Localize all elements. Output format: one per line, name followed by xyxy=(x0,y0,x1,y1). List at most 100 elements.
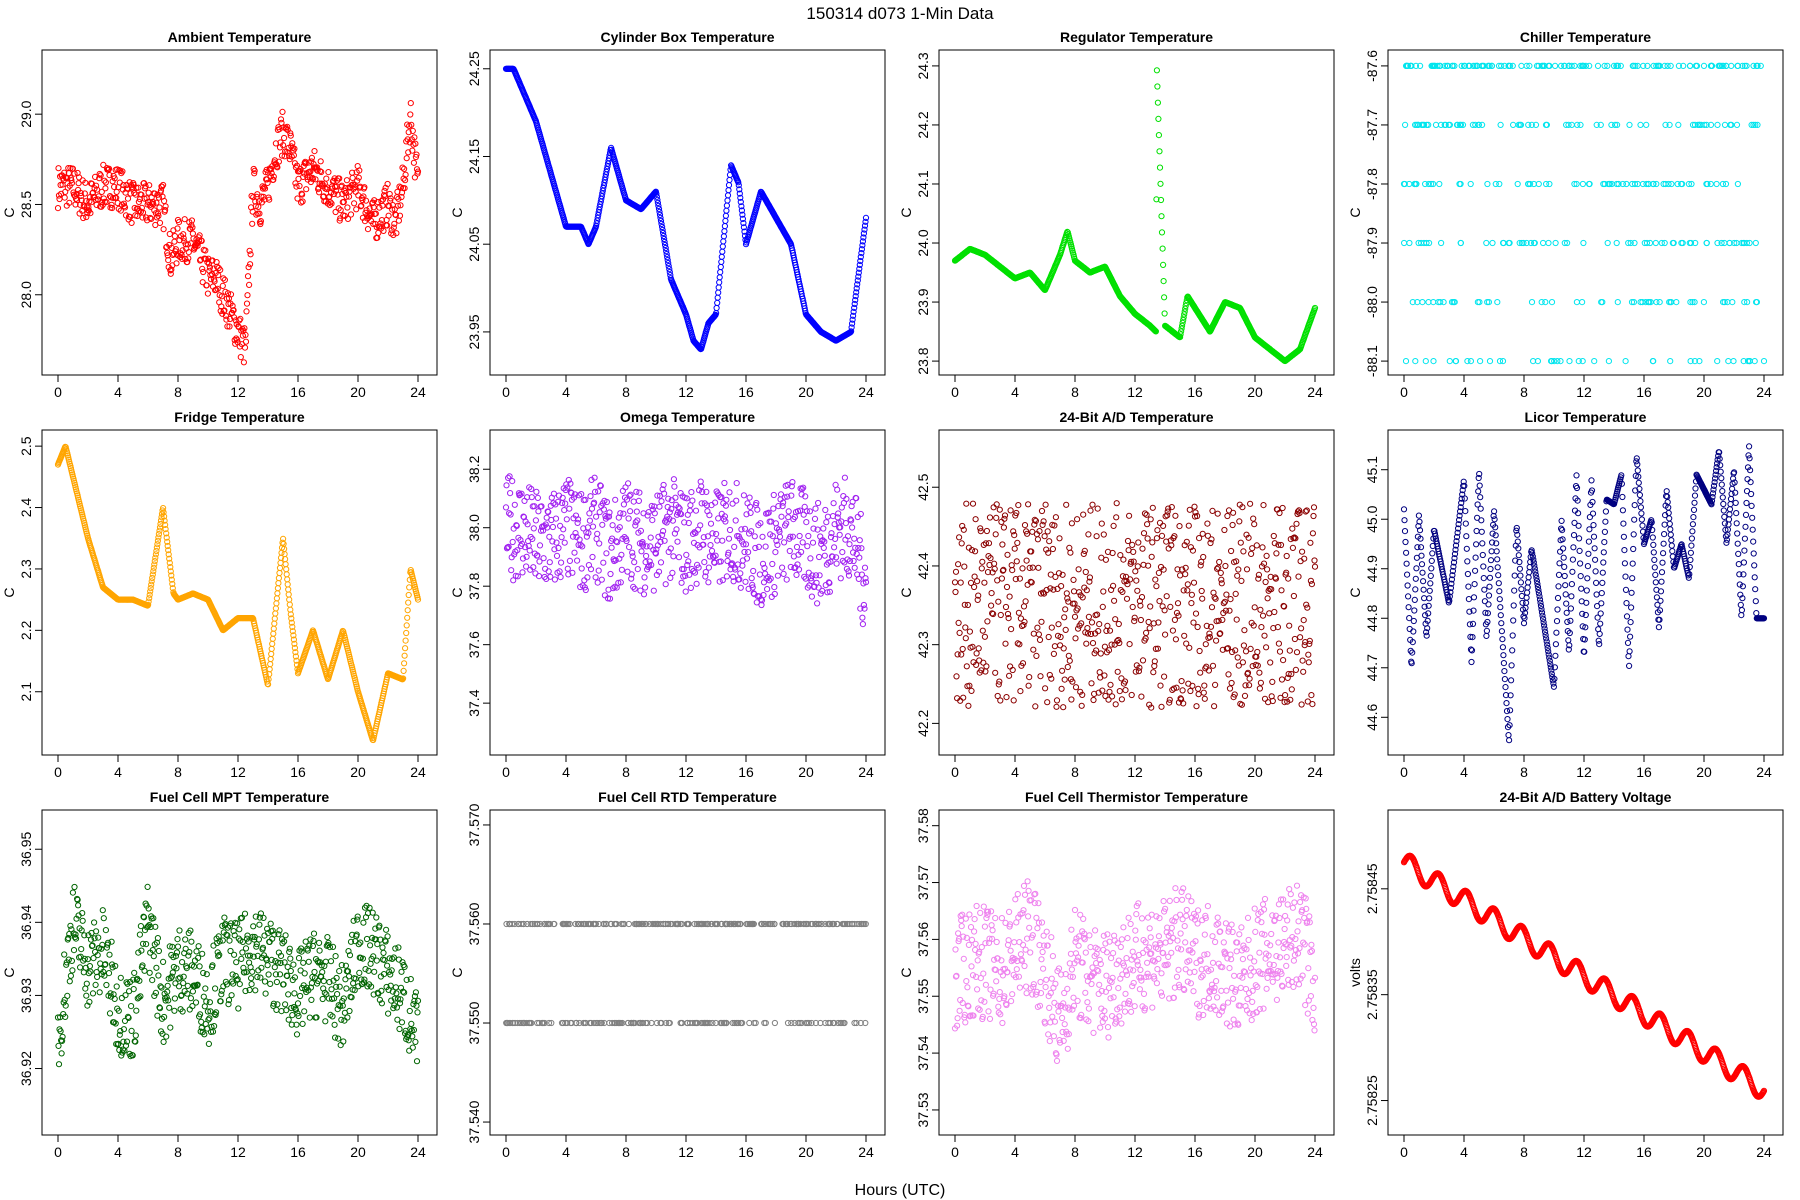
x-tick-label: 16 xyxy=(290,384,306,400)
data-point xyxy=(1566,358,1573,365)
data-point xyxy=(675,554,683,561)
data-point xyxy=(230,307,237,314)
data-point xyxy=(1007,507,1014,514)
data-point xyxy=(670,553,677,560)
data-point xyxy=(1030,630,1037,637)
x-tick-label: 16 xyxy=(290,764,306,780)
data-point xyxy=(1238,701,1246,708)
data-point xyxy=(558,559,565,566)
data-point xyxy=(1126,641,1133,648)
data-point xyxy=(752,544,759,552)
data-point xyxy=(397,202,404,209)
data-point xyxy=(1089,501,1096,508)
data-point xyxy=(850,308,857,315)
data-point xyxy=(1192,610,1200,617)
data-point xyxy=(384,222,391,229)
panel-frame xyxy=(41,49,438,376)
data-point xyxy=(133,184,140,191)
data-point xyxy=(997,697,1004,704)
data-point xyxy=(656,503,663,510)
data-point xyxy=(308,154,315,161)
data-point xyxy=(280,535,287,543)
data-point xyxy=(194,242,201,249)
data-point xyxy=(400,667,407,675)
data-point xyxy=(1009,567,1016,574)
data-point xyxy=(663,251,670,258)
data-point xyxy=(1133,577,1140,584)
data-point xyxy=(1200,553,1207,561)
data-point xyxy=(189,230,196,237)
data-point xyxy=(862,218,869,225)
data-point xyxy=(354,177,361,184)
data-point xyxy=(1295,573,1302,580)
data-point xyxy=(272,605,279,612)
x-tick-label: 8 xyxy=(174,384,182,400)
data-point xyxy=(713,530,720,538)
data-point xyxy=(823,519,830,526)
data-point xyxy=(596,540,603,547)
data-point xyxy=(1542,299,1549,306)
data-point xyxy=(1139,657,1147,664)
data-point xyxy=(986,514,994,521)
x-tick-label: 0 xyxy=(502,384,510,400)
data-point xyxy=(851,535,858,542)
data-point xyxy=(636,489,643,496)
data-point xyxy=(54,205,62,212)
panel-frame xyxy=(1387,49,1784,376)
data-point xyxy=(285,586,292,593)
data-point xyxy=(1494,299,1501,306)
data-point xyxy=(1147,603,1154,610)
data-point xyxy=(1178,678,1185,685)
data-point xyxy=(1068,520,1076,527)
y-tick-label: 44.9 xyxy=(1364,555,1380,582)
data-point xyxy=(856,554,863,561)
data-point xyxy=(1062,606,1069,613)
data-point xyxy=(1411,596,1418,604)
y-tick-label: 28.0 xyxy=(18,281,34,308)
data-point xyxy=(261,185,269,192)
data-point xyxy=(697,522,704,529)
data-point xyxy=(503,482,510,489)
data-point xyxy=(77,189,84,197)
data-point xyxy=(811,515,819,523)
y-tick-label: 24.2 xyxy=(915,111,931,138)
data-point xyxy=(858,250,865,257)
data-point xyxy=(1199,595,1206,602)
x-tick-label: 0 xyxy=(1400,384,1408,400)
data-point xyxy=(1033,652,1040,660)
data-point xyxy=(1160,261,1167,268)
panel-frame xyxy=(489,429,886,756)
data-point xyxy=(1261,632,1268,639)
data-point xyxy=(1217,569,1224,577)
x-tick-label: 24 xyxy=(858,384,874,400)
data-point xyxy=(1022,598,1029,605)
data-point xyxy=(1760,358,1768,365)
data-point xyxy=(204,290,211,297)
data-point xyxy=(344,215,352,222)
data-point xyxy=(1089,640,1097,647)
data-point xyxy=(542,565,549,572)
data-point xyxy=(1002,640,1009,647)
data-point xyxy=(687,584,695,592)
data-point xyxy=(533,488,540,495)
data-point xyxy=(1025,501,1032,508)
data-point xyxy=(1003,694,1010,701)
data-point xyxy=(1430,358,1437,365)
data-point xyxy=(284,123,291,130)
data-point xyxy=(1604,239,1611,247)
data-point xyxy=(1188,591,1196,598)
data-point xyxy=(387,197,394,204)
data-points xyxy=(1400,443,1768,744)
data-point xyxy=(1143,629,1150,637)
data-point xyxy=(247,251,254,258)
y-tick-label: -88.1 xyxy=(1364,345,1380,377)
data-point xyxy=(842,520,850,527)
data-point xyxy=(274,590,281,597)
data-point xyxy=(200,268,207,276)
data-point xyxy=(1081,547,1088,555)
data-point xyxy=(1126,512,1133,519)
data-point xyxy=(1129,541,1136,549)
data-point xyxy=(856,265,863,272)
